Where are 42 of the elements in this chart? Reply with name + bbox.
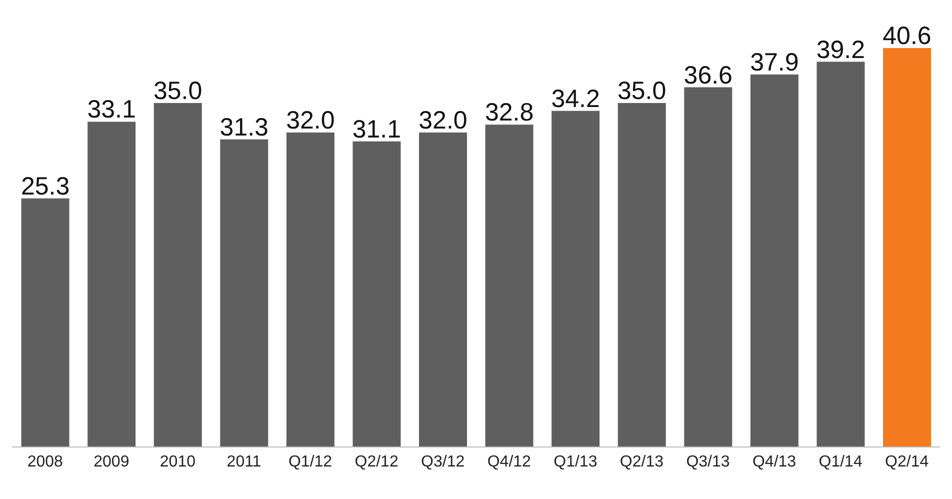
bar xyxy=(552,110,600,447)
x-tick-label: Q1/14 xyxy=(818,453,862,470)
data-label: 35.0 xyxy=(154,77,202,106)
data-label: 39.2 xyxy=(816,36,866,64)
data-label: 40.6 xyxy=(882,22,932,50)
x-tick-label: Q3/12 xyxy=(421,453,465,470)
data-label: 31.3 xyxy=(220,113,268,142)
x-tick-label: Q3/13 xyxy=(686,453,730,470)
data-label: 37.9 xyxy=(750,48,799,77)
x-tick-label: Q1/12 xyxy=(288,453,332,470)
data-label: 35.0 xyxy=(618,77,666,106)
x-tick-label: Q2/12 xyxy=(354,453,398,470)
data-label: 34.2 xyxy=(551,84,600,113)
x-tick-label: Q2/14 xyxy=(885,453,929,470)
bar xyxy=(485,124,534,447)
data-label: 36.6 xyxy=(684,61,732,90)
bar xyxy=(618,103,666,447)
bar xyxy=(286,132,334,447)
bar xyxy=(684,87,732,447)
bar xyxy=(352,141,401,447)
bar xyxy=(21,198,70,447)
data-label: 32.0 xyxy=(286,106,335,135)
bar xyxy=(418,132,467,447)
bar xyxy=(220,139,268,447)
data-label: 33.1 xyxy=(87,96,136,124)
bar xyxy=(88,122,136,447)
data-label: 32.0 xyxy=(418,106,468,135)
x-tick-label: Q4/12 xyxy=(487,453,532,470)
x-tick-label: Q1/13 xyxy=(554,453,598,470)
bar xyxy=(750,74,798,447)
x-tick-label: 2009 xyxy=(94,453,130,470)
data-label: 32.8 xyxy=(484,98,534,127)
x-tick-label: Q4/13 xyxy=(752,453,796,470)
bar xyxy=(816,62,865,447)
x-tick-label: 2008 xyxy=(27,453,64,470)
data-label: 25.3 xyxy=(20,172,70,200)
x-tick-label: 2011 xyxy=(226,453,262,470)
data-label: 31.1 xyxy=(352,115,402,144)
bar xyxy=(154,103,202,447)
x-tick-label: 2010 xyxy=(160,453,196,470)
x-tick-label: Q2/13 xyxy=(620,453,664,470)
bar xyxy=(882,48,931,447)
